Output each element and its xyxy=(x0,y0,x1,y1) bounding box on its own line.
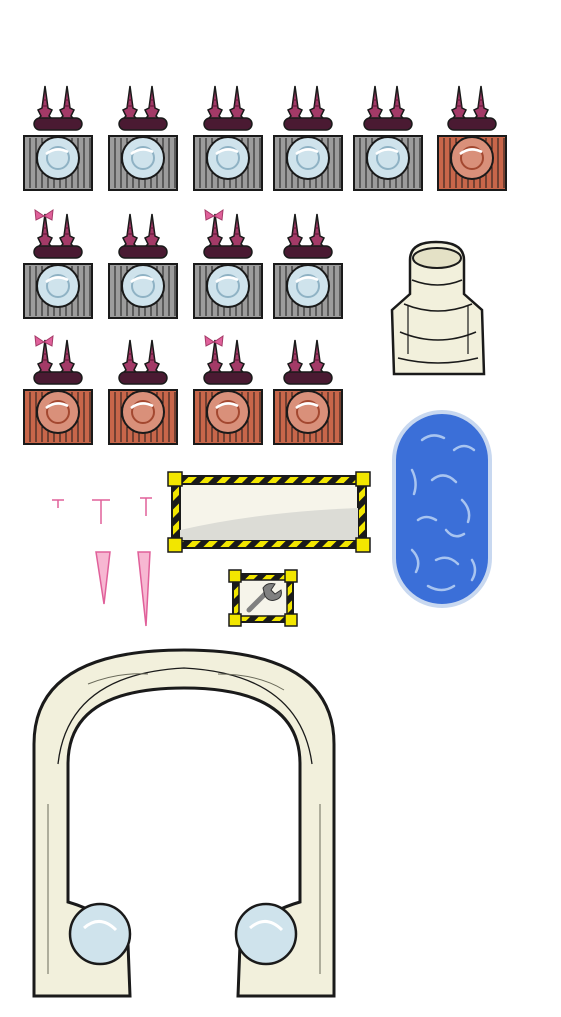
wrench-panel[interactable] xyxy=(228,569,298,627)
wrench-icon xyxy=(246,583,282,613)
machine-r1c2[interactable] xyxy=(107,80,179,196)
machine-r3c2[interactable] xyxy=(107,334,179,450)
machine-r1c1[interactable] xyxy=(22,80,94,196)
blue-capsule[interactable] xyxy=(392,410,492,608)
bone-arch[interactable] xyxy=(28,644,340,1004)
machine-r1c6[interactable] xyxy=(436,80,508,196)
machine-r1c3[interactable] xyxy=(192,80,264,196)
machine-r2c3[interactable] xyxy=(192,208,264,324)
machine-r3c1[interactable] xyxy=(22,334,94,450)
hazard-panel[interactable] xyxy=(167,471,371,553)
machine-r2c2[interactable] xyxy=(107,208,179,324)
left-lens xyxy=(68,902,132,966)
machine-r1c5[interactable] xyxy=(352,80,424,196)
machine-r3c4[interactable] xyxy=(272,334,344,450)
bone-pedestal[interactable] xyxy=(388,240,488,378)
machine-r1c4[interactable] xyxy=(272,80,344,196)
right-lens xyxy=(234,902,298,966)
machine-r3c3[interactable] xyxy=(192,334,264,450)
machine-r2c4[interactable] xyxy=(272,208,344,324)
pink-drips xyxy=(52,497,152,627)
machine-r2c1[interactable] xyxy=(22,208,94,324)
